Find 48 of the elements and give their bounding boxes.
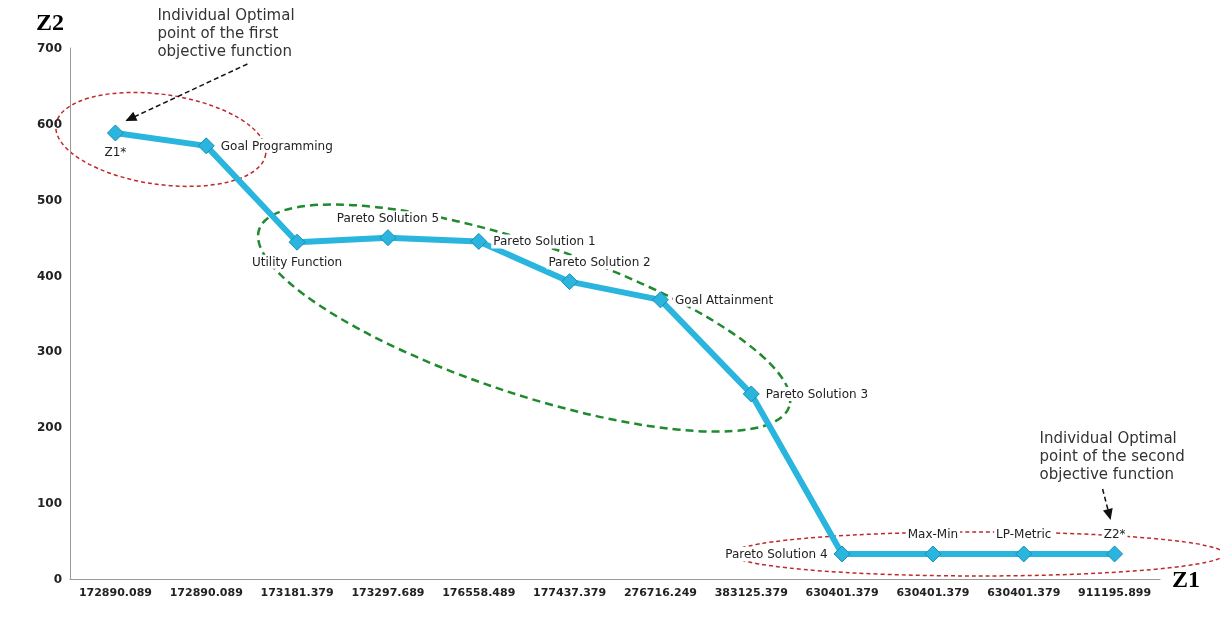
point	[470, 232, 488, 250]
annotation: Goal Programming	[220, 138, 333, 153]
point	[833, 545, 851, 563]
y-tick-label: 300	[36, 344, 62, 359]
x-tick-label: 630401.379	[805, 586, 879, 599]
annotation: Pareto Solution 5	[336, 211, 440, 226]
annotation: Max-Min	[907, 527, 959, 542]
annotation: Z2*	[1103, 527, 1126, 542]
point	[1015, 545, 1033, 563]
annotation: Pareto Solution 2	[548, 255, 651, 270]
point	[924, 545, 942, 563]
y-tick-label: 0	[53, 572, 62, 586]
annotation: Individual Optimal point of the second objective function	[1039, 428, 1186, 483]
annotation: Pareto Solution 3	[765, 386, 869, 401]
annotation: Pareto Solution 1	[493, 234, 596, 249]
x-tick-label: 276716.249	[623, 586, 697, 599]
y-tick-label: 600	[36, 116, 62, 131]
y-axis-title: Z2	[35, 9, 64, 35]
x-tick-label: 630401.379	[896, 586, 970, 599]
x-tick-label: 630401.379	[987, 586, 1061, 599]
y-tick-label: 200	[36, 420, 62, 435]
point	[1106, 545, 1124, 563]
x-tick-label: 911195.899	[1078, 586, 1152, 599]
point	[742, 385, 760, 403]
annotation: Z1*	[104, 145, 127, 160]
annotation: Pareto Solution 4	[725, 546, 828, 561]
annotation: Utility Function	[252, 254, 343, 269]
y-tick-label: 500	[36, 192, 62, 207]
point	[106, 124, 124, 142]
x-tick-label: 177437.379	[533, 586, 607, 599]
x-tick-label: 173297.689	[351, 586, 425, 599]
x-tick-label: 383125.379	[714, 586, 788, 599]
x-tick-label: 172890.089	[78, 586, 152, 599]
x-tick-label: 173181.379	[260, 586, 334, 599]
annotation: LP-Metric	[996, 527, 1052, 542]
annotation: Individual Optimal point of the first objective function	[157, 6, 296, 60]
y-tick-label: 400	[36, 268, 62, 283]
point	[379, 229, 397, 247]
point	[561, 273, 579, 291]
y-tick-label: 100	[36, 496, 62, 511]
y-tick-label: 700	[36, 41, 62, 55]
x-tick-label: 172890.089	[169, 586, 243, 599]
x-axis-title: Z1	[1172, 566, 1201, 592]
annotation: Goal Attainment	[674, 292, 774, 307]
point	[197, 137, 215, 155]
x-tick-label: 176558.489	[442, 586, 516, 599]
point	[651, 291, 669, 309]
point	[288, 233, 306, 251]
